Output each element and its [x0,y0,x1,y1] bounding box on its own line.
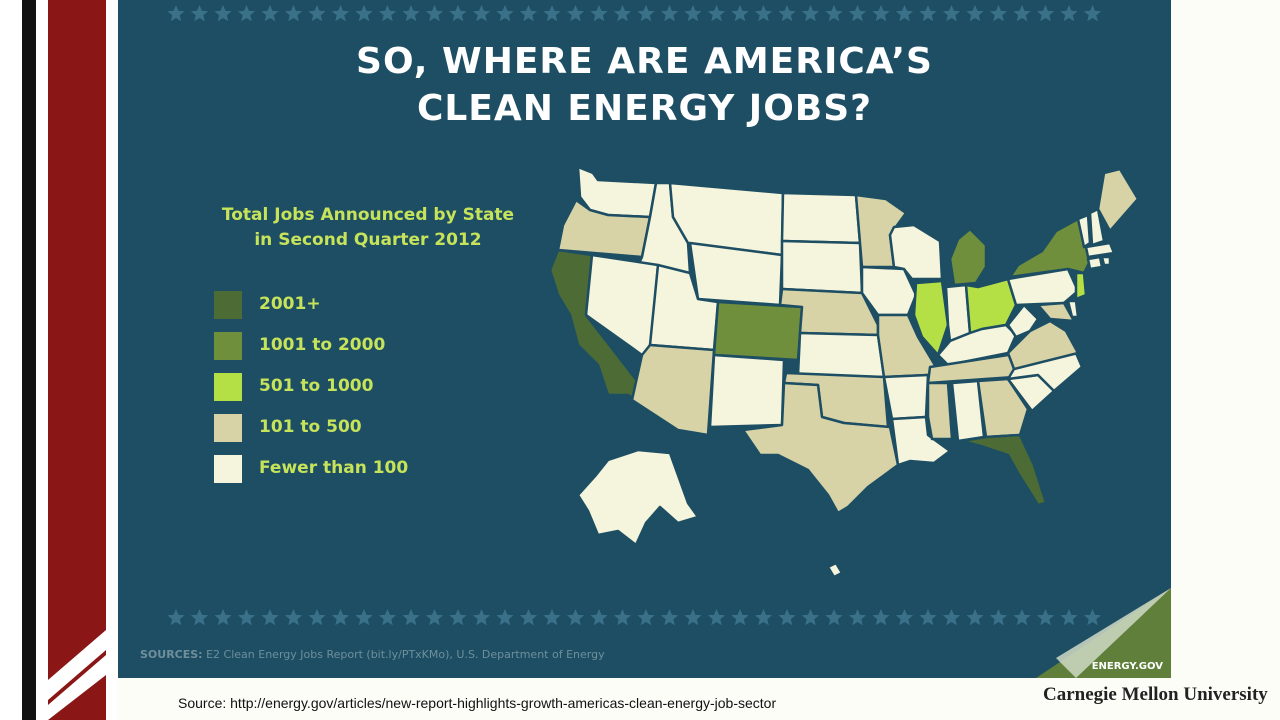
legend-label: Fewer than 100 [259,458,409,478]
title-line-1: SO, WHERE ARE AMERICA’S [356,41,933,82]
university-logo-text: Carnegie Mellon University [1043,684,1268,705]
state-colorado [712,300,804,362]
state-wyoming [688,241,784,307]
state-texas [741,381,900,515]
state-wisconsin [888,223,944,281]
state-massachusetts [1084,241,1116,259]
state-new-york [1008,217,1092,279]
state-michigan [948,227,988,287]
legend-swatch [214,373,242,401]
legend-title: Total Jobs Announced by State in Second … [178,203,558,253]
legend-label: 101 to 500 [259,417,362,437]
infographic: SO, WHERE ARE AMERICA’S CLEAN ENERGY JOB… [118,0,1171,678]
legend-swatch [214,455,242,483]
stars-top-row [167,5,1102,22]
slide-border [0,0,118,720]
stars-bottom-row [167,609,1102,626]
sources-text: E2 Clean Energy Jobs Report (bit.ly/PTxK… [206,648,605,661]
us-map [548,165,1140,579]
state-maine [1096,167,1140,233]
energy-gov-logo: ENERGY.GOV [1091,661,1163,672]
legend-label: 2001+ [259,294,321,314]
state-alaska [576,448,700,547]
state-new-mexico [708,353,786,429]
page-curl [1036,588,1171,678]
sources-label: SOURCES: [140,648,203,661]
diagonal-stripes [48,630,106,720]
state-kansas [796,331,886,379]
state-north-dakota [780,191,862,245]
state-hawaii [826,561,844,579]
infographic-title: SO, WHERE ARE AMERICA’S CLEAN ENERGY JOB… [118,38,1171,132]
legend-title-line-2: in Second Quarter 2012 [254,230,482,250]
legend-swatch [214,332,242,360]
state-arizona [630,343,716,437]
state-mississippi [926,381,954,441]
legend-label: 501 to 1000 [259,376,374,396]
state-louisiana [890,415,952,467]
title-line-2: CLEAN ENERGY JOBS? [416,88,873,129]
state-new-hampshire [1088,207,1106,247]
legend-title-line-1: Total Jobs Announced by State [221,205,515,225]
state-west-virginia [1006,303,1040,339]
state-new-jersey [1074,271,1088,301]
state-vermont [1076,213,1092,249]
state-rhode-island [1100,255,1112,267]
state-maryland [1036,301,1076,323]
sources-note: SOURCES: E2 Clean Energy Jobs Report (bi… [140,648,605,661]
state-south-dakota [780,239,864,295]
state-connecticut [1086,255,1104,271]
legend-swatch [214,291,242,319]
state-arkansas [882,373,930,421]
state-delaware [1066,299,1080,319]
legend-label: 1001 to 2000 [259,335,386,355]
state-georgia [976,377,1030,439]
source-url-line: Source: http://energy.gov/articles/new-r… [178,695,777,711]
legend-swatch [214,414,242,442]
state-florida [960,433,1048,507]
